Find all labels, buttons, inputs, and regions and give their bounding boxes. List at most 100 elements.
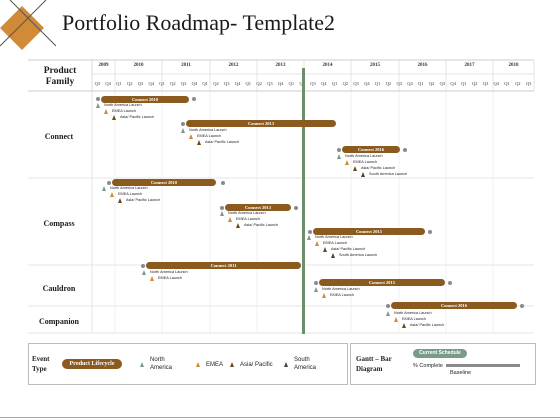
event-label: EMEA Launch [353,159,378,164]
row-label-compass: Compass [43,219,75,228]
event-label: North America Launch [110,185,148,190]
lifecycle-bar[interactable]: Connect 2010 [101,96,189,103]
north-america-icon [181,128,185,133]
event-label: Asia/ Pacific Launch [205,139,240,144]
lifecycle-bar[interactable]: Connect 2010 [112,179,216,186]
asia-pacific-icon [118,198,122,203]
emea-icon [189,134,193,139]
quarter-label: Q3 [396,81,402,86]
event-label: North America Launch [315,234,353,239]
quarter-label: Q3 [439,81,446,86]
quarter-label: Q1 [374,81,381,86]
quarter-label: Q1 [202,81,208,86]
bar-end-dot [294,206,298,210]
quarter-label: Q3 [180,81,187,86]
south-america-icon [284,362,288,367]
north-america-icon [386,311,390,316]
bar-label: Connect 2013 [244,205,272,210]
lifecycle-bar[interactable]: Connect 2016 [391,302,517,309]
event-label: North America Launch [189,127,227,132]
bar-start-dot [314,281,318,285]
quarter-label: Q3 [482,81,489,86]
quarter-label: Q2 [471,81,478,86]
asia-pacific-icon [112,115,116,120]
asia-pacific-icon [323,247,327,252]
bar-label: Connect 2011 [210,263,237,268]
quarter-label: Q3 [94,81,101,86]
north-america-icon [140,362,144,367]
quarter-label: Q4 [148,81,155,86]
lifecycle-bar[interactable]: Connect 2011 [146,262,301,269]
quarter-label: Q4 [493,81,500,86]
quarter-label: Q1 [116,81,122,86]
bar-end-dot [520,304,524,308]
asia-pacific-icon [236,223,240,228]
row-label-cauldron: Cauldron [42,284,76,293]
event-label: Asia/ Pacific Launch [126,197,161,202]
product-family-header: Product Family [43,66,77,87]
footer-line [0,417,560,418]
page-title: Portfolio Roadmap- Template2 [62,10,336,35]
legend-percent-complete: % Complete [413,363,443,369]
lifecycle-bar[interactable]: Connect 2013 [225,204,291,211]
legend-baseline: Baseline [450,370,472,376]
quarter-label: Q1 [331,81,338,86]
event-label: EMEA Launch [330,292,355,297]
lifecycle-bar[interactable]: Connect 2015 [319,279,445,286]
event-label: Asia/ Pacific Launch [410,322,445,327]
emea-icon [228,217,232,222]
quarter-label: Q4 [105,81,111,86]
bar-label: Connect 2015 [355,229,383,234]
event-label: Asia/ Pacific Launch [244,222,279,227]
year-label: 2011 [181,63,191,68]
quarter-label: Q3 [525,81,532,86]
legend-gantt-title: Gantt – Bar Diagram [356,355,392,373]
bar-start-dot [220,206,224,210]
north-america-icon [102,186,106,191]
legend-box-gantt [350,343,536,385]
bar-start-dot [181,122,185,126]
lifecycle-bar[interactable]: Connect 2016 [342,146,400,153]
event-label: North America Launch [345,153,383,158]
legend-asia-pacific: Asia/ Pacific [240,362,273,368]
event-label: North America Launch [394,310,432,315]
row-label-companion: Companion [38,317,79,326]
bar-end-dot [192,97,196,101]
event-label: Asia/ Pacific Launch [120,114,155,119]
year-label: 2017 [464,63,475,68]
emea-icon [394,317,398,322]
north-america-icon [96,103,100,108]
quarter-label: Q4 [277,81,284,86]
quarter-label: Q4 [234,81,241,86]
bar-start-dot [107,181,111,185]
south-america-icon [361,172,365,177]
emea-icon [322,293,326,298]
lifecycle-bar[interactable]: Connect 2015 [313,228,425,235]
bar-end-dot [403,148,407,152]
quarter-label: Q3 [310,81,316,86]
quarter-label: Q1 [461,81,467,86]
event-label: EMEA Launch [158,275,183,280]
bar-end-dot [448,281,452,285]
legend-current-schedule-label: Current Schedule [419,350,461,356]
quarter-label: Q4 [191,81,198,86]
year-label: 2015 [370,63,380,68]
north-america-icon [307,235,311,240]
quarter-label: Q4 [321,81,327,86]
header-diamond-decoration [0,0,56,50]
asia-pacific-icon [353,166,357,171]
lifecycle-bar[interactable]: Connect 2013 [186,120,336,127]
year-label: 2016 [417,63,428,68]
legend-current-schedule-bar: Current Schedule [413,349,467,358]
bar-label: Connect 2010 [131,97,159,102]
emea-icon [196,362,200,367]
year-label: 2009 [98,63,109,68]
asia-pacific-icon [402,323,406,328]
legend-lifecycle-label: Product Lifecycle [69,361,115,367]
event-label: Asia/ Pacific Launch [331,246,366,251]
bar-start-dot [141,264,145,268]
event-label: North America Launch [104,102,142,107]
bar-label: Connect 2016 [357,147,385,152]
quarter-label: Q3 [353,81,359,86]
quarter-label: Q4 [364,81,370,86]
